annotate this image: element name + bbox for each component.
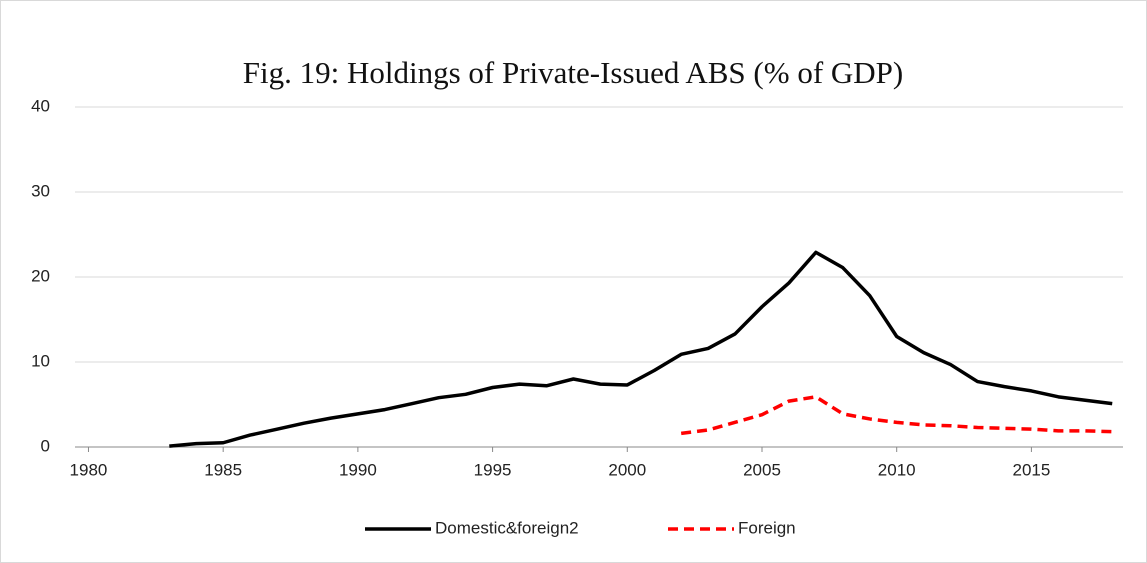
y-tick-label: 10 xyxy=(31,351,50,370)
x-tick-label: 1980 xyxy=(70,460,108,479)
x-tick-label: 2000 xyxy=(608,460,646,479)
y-tick-label: 0 xyxy=(41,436,50,455)
x-tick-label: 1990 xyxy=(339,460,377,479)
y-tick-label: 20 xyxy=(31,266,50,285)
chart-title: Fig. 19: Holdings of Private-Issued ABS … xyxy=(243,55,903,90)
x-tick-label: 1985 xyxy=(204,460,242,479)
y-tick-label: 40 xyxy=(31,96,50,115)
x-tick-label: 2010 xyxy=(878,460,916,479)
x-tick-label: 2005 xyxy=(743,460,781,479)
y-tick-label: 30 xyxy=(31,181,50,200)
legend-label: Foreign xyxy=(738,518,796,537)
data-line xyxy=(169,250,1113,448)
x-tick-label: 1995 xyxy=(474,460,512,479)
data-line xyxy=(680,395,1113,436)
legend-label: Domestic&foreign2 xyxy=(435,518,579,537)
x-tick-label: 2015 xyxy=(1012,460,1050,479)
